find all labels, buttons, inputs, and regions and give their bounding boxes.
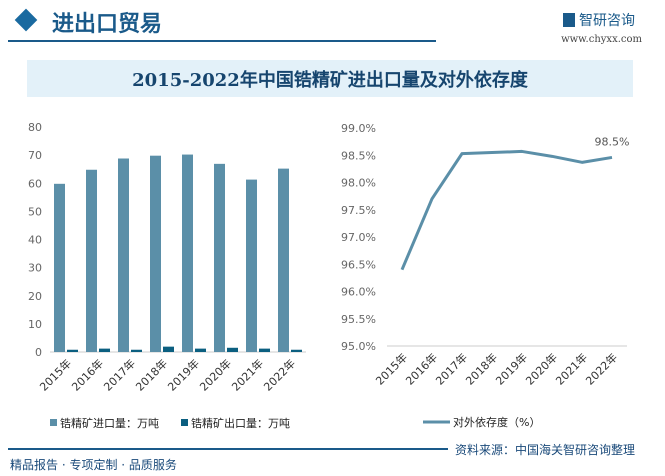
x-tick-label: 2016年 [403, 350, 440, 387]
import-bar [278, 168, 289, 352]
title-band [27, 60, 633, 97]
export-bar [195, 348, 206, 352]
y-tick-label: 98.0% [341, 177, 376, 190]
data-label: 98.5% [595, 135, 630, 148]
x-tick-label: 2022年 [261, 356, 298, 393]
y-tick-label: 10 [28, 318, 42, 331]
brand: 智研咨询 [563, 10, 635, 30]
y-tick-label: 97.0% [341, 231, 376, 244]
footer-divider [8, 448, 448, 450]
x-tick-label: 2019年 [493, 350, 530, 387]
x-tick-label: 2021年 [229, 356, 266, 393]
legend-label: 锆精矿进口量：万吨 [60, 417, 159, 430]
y-tick-label: 40 [28, 234, 42, 247]
export-bar [259, 348, 270, 352]
x-tick-label: 2016年 [69, 356, 106, 393]
export-bar [227, 347, 238, 352]
x-tick-label: 2019年 [165, 356, 202, 393]
brand-name: 智研咨询 [579, 13, 635, 29]
y-tick-label: 96.5% [341, 258, 376, 271]
x-tick-label: 2020年 [523, 350, 560, 387]
y-tick-label: 95.0% [341, 340, 376, 353]
y-tick-label: 70 [28, 149, 42, 162]
header-divider [8, 40, 436, 42]
chart-title: 2015-2022年中国锆精矿进出口量及对外依存度 [132, 70, 528, 91]
export-bar [163, 346, 174, 352]
dependence-line [400, 149, 613, 271]
y-tick-label: 0 [35, 346, 42, 359]
x-tick-label: 2017年 [101, 356, 138, 393]
import-bar [182, 154, 193, 352]
y-tick-label: 50 [28, 205, 42, 218]
brand-url: www.chyxx.com [561, 34, 642, 45]
footer-tagline: 精品报告 · 专项定制 · 品质服务 [10, 458, 177, 472]
source-note: 资料来源：中国海关智研咨询整理 [455, 443, 636, 457]
legend-label: 对外依存度（%） [453, 415, 540, 429]
x-tick-label: 2015年 [37, 356, 74, 393]
import-bar [214, 163, 225, 352]
x-tick-label: 2021年 [553, 350, 590, 387]
x-tick-label: 2022年 [583, 350, 620, 387]
export-bar [99, 348, 110, 352]
y-tick-label: 30 [28, 262, 42, 275]
import-bar [86, 169, 97, 352]
y-tick-label: 80 [28, 121, 42, 134]
legend-swatch [181, 419, 188, 426]
export-bar [131, 349, 142, 352]
export-bar [67, 349, 78, 352]
legend-swatch [50, 419, 57, 426]
y-tick-label: 60 [28, 177, 42, 190]
section-title: 进出口贸易 [52, 11, 163, 37]
y-tick-label: 98.5% [341, 149, 376, 162]
x-tick-label: 2018年 [463, 350, 500, 387]
import-bar [150, 155, 161, 352]
import-bar [54, 183, 65, 352]
export-bar [291, 349, 302, 352]
y-tick-label: 95.5% [341, 313, 376, 326]
y-tick-label: 99.0% [341, 122, 376, 135]
legend-label: 锆精矿出口量：万吨 [191, 416, 290, 430]
import-bar [246, 179, 257, 352]
x-tick-label: 2015年 [373, 350, 410, 387]
brand-logo-icon [563, 13, 575, 27]
x-tick-label: 2020年 [197, 356, 234, 393]
y-tick-label: 20 [28, 290, 42, 303]
y-tick-label: 97.5% [341, 204, 376, 217]
x-tick-label: 2018年 [133, 356, 170, 393]
x-tick-label: 2017年 [433, 350, 470, 387]
y-tick-label: 96.0% [341, 286, 376, 299]
import-bar [118, 158, 129, 352]
